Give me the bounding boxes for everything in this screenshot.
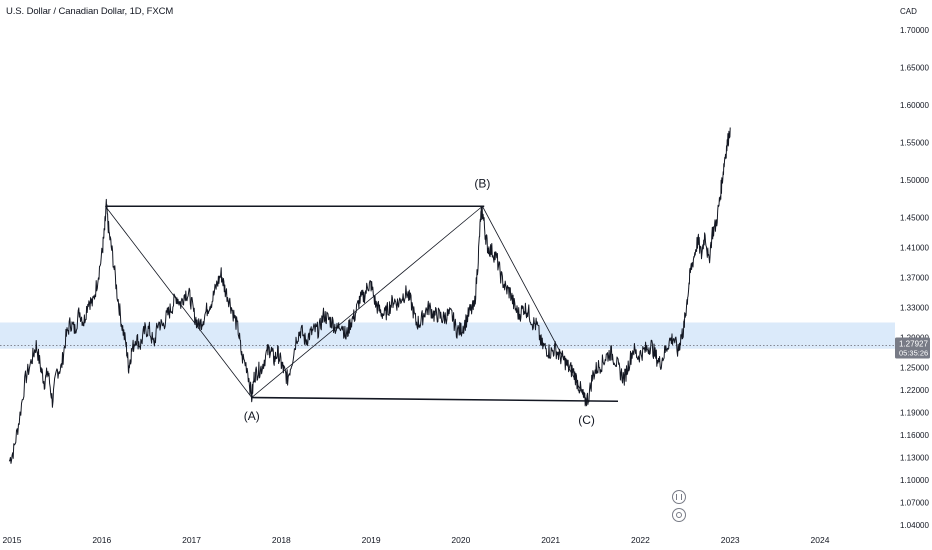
y-tick-label: 1.45000 [900,214,929,223]
y-tick-label: 1.19000 [900,409,929,418]
wave-label: (A) [244,409,260,423]
wave-label: (B) [474,177,490,191]
wave-labels: (A) (B) (C) [244,177,595,427]
y-tick-label: 1.37000 [900,274,929,283]
x-tick-label: 2019 [362,535,381,545]
y-tick-label: 1.50000 [900,176,929,185]
chart-toolbar-icons[interactable] [672,490,686,522]
y-tick-label: 1.25000 [900,364,929,373]
y-axis[interactable]: CAD 1.70000 1.65000 1.60000 1.55000 1.50000 1.… [900,7,929,530]
x-tick-label: 2015 [3,535,22,545]
settings-icon[interactable] [672,508,686,522]
x-axis[interactable]: 2015 2016 2017 2018 2019 2020 2021 2022 2023 2024 [3,535,830,545]
x-tick-label: 2017 [182,535,201,545]
wave-label: (C) [578,413,595,427]
price-tag-countdown: 05:35:26 [899,349,928,358]
y-tick-label: 1.10000 [900,476,929,485]
y-tick-label: 1.41000 [900,244,929,253]
y-tick-label: 1.33000 [900,304,929,313]
pattern-lines [105,205,619,403]
pattern-trendline [105,206,253,398]
x-tick-label: 2018 [272,535,291,545]
y-tick-label: 1.04000 [900,521,929,530]
y-tick-label: 1.60000 [900,101,929,110]
y-tick-label: 1.65000 [900,64,929,73]
currency-label: CAD [900,7,917,16]
y-tick-label: 1.07000 [900,499,929,508]
y-tick-label: 1.13000 [900,454,929,463]
pattern-trendline [482,206,587,402]
y-tick-label: 1.70000 [900,26,929,35]
price-tag-value: 1.27927 [899,340,928,349]
x-tick-label: 2021 [541,535,560,545]
x-tick-label: 2024 [811,535,830,545]
x-tick-label: 2022 [631,535,650,545]
y-tick-label: 1.55000 [900,139,929,148]
y-tick-label: 1.22000 [900,386,929,395]
price-tag-box [895,337,930,359]
price-series-line [8,127,731,464]
price-series [8,127,731,464]
x-tick-label: 2020 [451,535,470,545]
pattern-trendline [251,396,619,403]
zoom-control-icon[interactable] [672,490,686,504]
x-tick-label: 2016 [92,535,111,545]
pattern-trendline [251,205,483,398]
x-tick-label: 2023 [721,535,740,545]
y-tick-label: 1.16000 [900,431,929,440]
chart-title: U.S. Dollar / Canadian Dollar, 1D, FXCM [6,6,174,17]
